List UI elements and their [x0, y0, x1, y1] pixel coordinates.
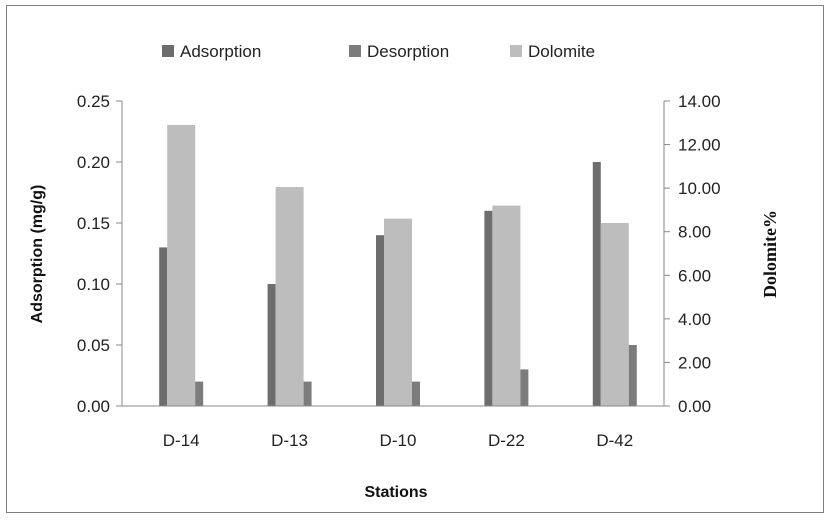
bar-dolomite-d-14 — [167, 124, 196, 406]
x-tick-label: D-22 — [488, 431, 525, 450]
left-tick-label: 0.20 — [77, 153, 110, 172]
bar-adsorption-d-22 — [484, 210, 493, 406]
bar-desorption-d-10 — [411, 381, 420, 406]
bar-desorption-d-42 — [628, 345, 637, 406]
legend-swatch-dolomite — [510, 45, 522, 57]
left-tick-label: 0.15 — [77, 214, 110, 233]
x-tick-label: D-14 — [163, 431, 200, 450]
legend: Adsorption Desorption Dolomite — [162, 42, 595, 61]
x-tick-label: D-13 — [271, 431, 308, 450]
x-tick-label: D-42 — [596, 431, 633, 450]
y-axis-title: Adsorption (mg/g) — [29, 185, 46, 324]
bar-adsorption-d-13 — [267, 284, 276, 406]
x-tick-label: D-10 — [380, 431, 417, 450]
right-tick-label: 2.00 — [678, 353, 711, 372]
axes — [121, 101, 665, 407]
bar-desorption-d-14 — [195, 381, 204, 406]
right-tick-label: 12.00 — [678, 136, 721, 155]
bar-dolomite-d-42 — [600, 223, 629, 406]
x-axis-title: Stations — [364, 484, 427, 501]
chart-frame — [6, 5, 824, 513]
bar-adsorption-d-42 — [592, 162, 601, 406]
legend-swatch-desorption — [349, 45, 361, 57]
bars — [159, 124, 637, 406]
bar-adsorption-d-14 — [159, 247, 168, 406]
bar-dolomite-d-13 — [275, 187, 304, 406]
right-tick-label: 6.00 — [678, 266, 711, 285]
right-tick-label: 8.00 — [678, 223, 711, 242]
legend-label-adsorption: Adsorption — [180, 42, 261, 61]
bar-adsorption-d-10 — [375, 235, 384, 406]
left-tick-label: 0.25 — [77, 92, 110, 111]
legend-swatch-adsorption — [162, 45, 174, 57]
right-tick-label: 0.00 — [678, 397, 711, 416]
right-tick-label: 4.00 — [678, 310, 711, 329]
left-tick-label: 0.10 — [77, 275, 110, 294]
right-tick-label: 10.00 — [678, 179, 721, 198]
right-tick-label: 14.00 — [678, 92, 721, 111]
left-tick-label: 0.05 — [77, 336, 110, 355]
right-ticks: 0.00 2.00 4.00 6.00 8.00 10.00 12.00 14.00 — [664, 92, 721, 416]
bar-desorption-d-22 — [520, 369, 529, 406]
legend-label-dolomite: Dolomite — [528, 42, 595, 61]
y2-axis-title: Dolomite% — [760, 210, 780, 298]
legend-label-desorption: Desorption — [367, 42, 449, 61]
bar-dolomite-d-10 — [383, 218, 412, 406]
x-ticks: D-14 D-13 D-10 D-22 D-42 — [163, 431, 633, 450]
bar-dolomite-d-22 — [492, 205, 521, 406]
left-tick-label: 0.00 — [77, 397, 110, 416]
bar-desorption-d-13 — [303, 381, 312, 406]
left-ticks: 0.00 0.05 0.10 0.15 0.20 0.25 — [77, 92, 122, 416]
